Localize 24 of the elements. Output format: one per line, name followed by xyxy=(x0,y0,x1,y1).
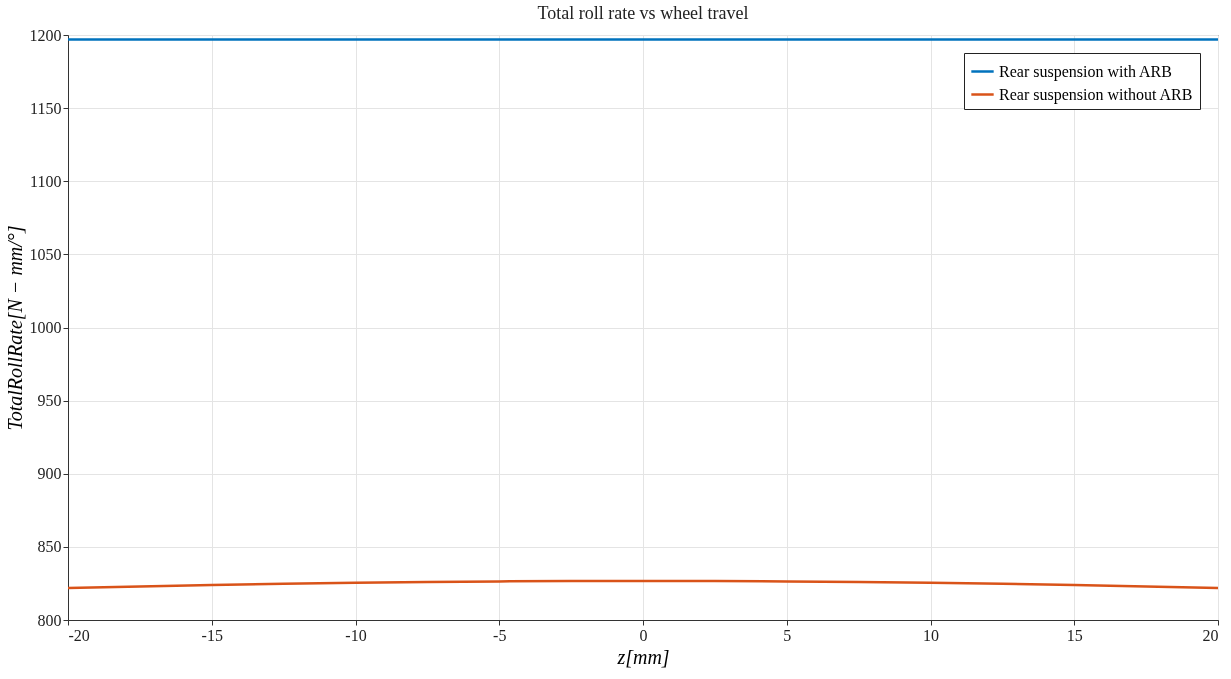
chart-title: Total roll rate vs wheel travel xyxy=(537,3,749,23)
x-tick-label: -15 xyxy=(201,626,223,644)
y-tick-label: 850 xyxy=(37,538,62,556)
y-tick-label: 1100 xyxy=(30,172,62,190)
y-tick-label: 950 xyxy=(37,392,62,410)
x-tick-label: 5 xyxy=(783,626,792,644)
line-series xyxy=(66,579,1220,590)
x-tick-label: 20 xyxy=(1202,626,1219,644)
y-tick-label: 1000 xyxy=(29,319,62,336)
x-tick-label: 10 xyxy=(923,626,939,644)
legend-label: Rear suspension with ARB xyxy=(999,62,1172,81)
x-tick-label: -20 xyxy=(68,626,90,644)
x-tick-label: 15 xyxy=(1066,626,1083,644)
y-tick-label: 1150 xyxy=(30,99,62,117)
y-tick-label: 900 xyxy=(37,465,62,483)
y-axis-title: TotalRollRate[N − mm/°] xyxy=(3,225,26,431)
x-axis-title: z[mm] xyxy=(616,645,670,668)
x-tick-label: -10 xyxy=(345,626,367,644)
x-tick-label: 0 xyxy=(639,626,648,644)
legend-label: Rear suspension without ARB xyxy=(999,85,1193,104)
y-tick-label: 800 xyxy=(37,611,62,629)
x-tick-label: -5 xyxy=(493,626,507,644)
y-tick-label: 1200 xyxy=(29,26,62,44)
y-tick-label: 1050 xyxy=(29,245,62,263)
